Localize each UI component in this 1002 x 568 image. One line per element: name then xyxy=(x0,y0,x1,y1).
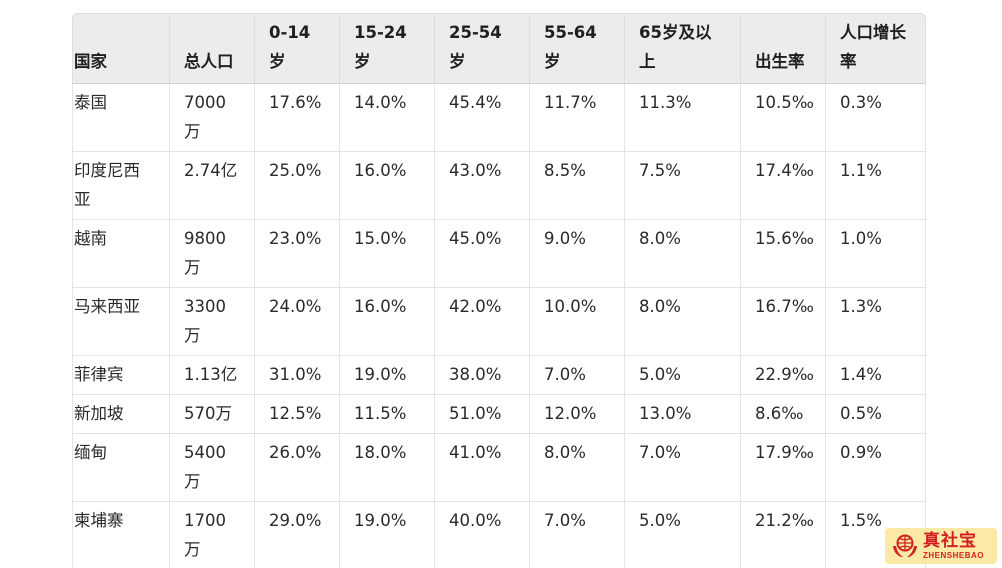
cell-age-65-plus: 8.0% xyxy=(625,220,741,288)
cell-age-0-14: 17.6% xyxy=(255,84,340,152)
cell-growth-rate: 1.4% xyxy=(826,356,926,395)
cell-age-15-24: 18.0% xyxy=(340,434,435,502)
globe-hands-logo-icon xyxy=(893,534,917,557)
cell-growth-rate: 1.0% xyxy=(826,220,926,288)
cell-age-15-24: 16.0% xyxy=(340,288,435,356)
table-row: 柬埔寨 1700万 29.0% 19.0% 40.0% 7.0% 5.0% 21… xyxy=(72,502,926,568)
cell-birth-rate: 21.2‰ xyxy=(741,502,826,568)
cell-total-population: 1.13亿 xyxy=(170,356,255,395)
cell-age-25-54: 42.0% xyxy=(435,288,530,356)
watermark-text: 真社宝 ZHENSHEBAO xyxy=(923,530,985,560)
cell-birth-rate: 17.4‰ xyxy=(741,152,826,220)
cell-age-65-plus: 7.5% xyxy=(625,152,741,220)
cell-country: 柬埔寨 xyxy=(72,502,170,568)
cell-age-55-64: 10.0% xyxy=(530,288,625,356)
cell-total-population: 5400万 xyxy=(170,434,255,502)
cell-birth-rate: 15.6‰ xyxy=(741,220,826,288)
header-cell-birth-rate: 出生率 xyxy=(741,13,826,84)
cell-age-25-54: 45.0% xyxy=(435,220,530,288)
cell-age-65-plus: 13.0% xyxy=(625,395,741,434)
cell-age-25-54: 43.0% xyxy=(435,152,530,220)
header-row: 国家 总人口 0-14岁 15-24岁 25-54岁 55-64岁 65岁及以上… xyxy=(72,13,926,84)
cell-age-0-14: 24.0% xyxy=(255,288,340,356)
header-cell-growth-rate: 人口增长率 xyxy=(826,13,926,84)
cell-total-population: 3300万 xyxy=(170,288,255,356)
cell-country: 新加坡 xyxy=(72,395,170,434)
cell-growth-rate: 0.9% xyxy=(826,434,926,502)
header-cell-total-population: 总人口 xyxy=(170,13,255,84)
cell-age-55-64: 8.0% xyxy=(530,434,625,502)
cell-age-65-plus: 5.0% xyxy=(625,356,741,395)
cell-total-population: 2.74亿 xyxy=(170,152,255,220)
header-cell-age-55-64: 55-64岁 xyxy=(530,13,625,84)
cell-growth-rate: 0.3% xyxy=(826,84,926,152)
cell-total-population: 7000万 xyxy=(170,84,255,152)
cell-age-55-64: 9.0% xyxy=(530,220,625,288)
cell-age-0-14: 23.0% xyxy=(255,220,340,288)
cell-age-25-54: 41.0% xyxy=(435,434,530,502)
cell-total-population: 570万 xyxy=(170,395,255,434)
table-row: 菲律宾 1.13亿 31.0% 19.0% 38.0% 7.0% 5.0% 22… xyxy=(72,356,926,395)
cell-growth-rate: 0.5% xyxy=(826,395,926,434)
header-cell-age-0-14: 0-14岁 xyxy=(255,13,340,84)
cell-birth-rate: 16.7‰ xyxy=(741,288,826,356)
cell-country: 马来西亚 xyxy=(72,288,170,356)
cell-age-25-54: 40.0% xyxy=(435,502,530,568)
cell-age-25-54: 45.4% xyxy=(435,84,530,152)
table-row: 越南 9800万 23.0% 15.0% 45.0% 9.0% 8.0% 15.… xyxy=(72,220,926,288)
table-row: 缅甸 5400万 26.0% 18.0% 41.0% 8.0% 7.0% 17.… xyxy=(72,434,926,502)
cell-age-0-14: 26.0% xyxy=(255,434,340,502)
cell-total-population: 1700万 xyxy=(170,502,255,568)
watermark-name-cn: 真社宝 xyxy=(923,530,977,551)
cell-age-65-plus: 11.3% xyxy=(625,84,741,152)
cell-country: 印度尼西亚 xyxy=(72,152,170,220)
cell-age-15-24: 14.0% xyxy=(340,84,435,152)
cell-birth-rate: 22.9‰ xyxy=(741,356,826,395)
table-header: 国家 总人口 0-14岁 15-24岁 25-54岁 55-64岁 65岁及以上… xyxy=(72,13,926,84)
cell-age-25-54: 38.0% xyxy=(435,356,530,395)
cell-age-0-14: 29.0% xyxy=(255,502,340,568)
cell-country: 泰国 xyxy=(72,84,170,152)
cell-age-15-24: 19.0% xyxy=(340,502,435,568)
cell-country: 缅甸 xyxy=(72,434,170,502)
header-cell-country: 国家 xyxy=(72,13,170,84)
cell-birth-rate: 10.5‰ xyxy=(741,84,826,152)
cell-age-55-64: 7.0% xyxy=(530,356,625,395)
cell-total-population: 9800万 xyxy=(170,220,255,288)
watermark-badge: 真社宝 ZHENSHEBAO xyxy=(885,528,997,564)
cell-age-0-14: 12.5% xyxy=(255,395,340,434)
watermark-name-en: ZHENSHEBAO xyxy=(923,550,985,560)
cell-age-15-24: 15.0% xyxy=(340,220,435,288)
cell-age-55-64: 7.0% xyxy=(530,502,625,568)
cell-age-55-64: 8.5% xyxy=(530,152,625,220)
cell-birth-rate: 8.6‰ xyxy=(741,395,826,434)
cell-age-15-24: 16.0% xyxy=(340,152,435,220)
cell-birth-rate: 17.9‰ xyxy=(741,434,826,502)
header-cell-age-65-plus: 65岁及以上 xyxy=(625,13,741,84)
table-row: 马来西亚 3300万 24.0% 16.0% 42.0% 10.0% 8.0% … xyxy=(72,288,926,356)
table-body: 泰国 7000万 17.6% 14.0% 45.4% 11.7% 11.3% 1… xyxy=(72,84,926,568)
cell-age-65-plus: 5.0% xyxy=(625,502,741,568)
cell-age-65-plus: 7.0% xyxy=(625,434,741,502)
header-cell-age-25-54: 25-54岁 xyxy=(435,13,530,84)
cell-country: 菲律宾 xyxy=(72,356,170,395)
table-row: 新加坡 570万 12.5% 11.5% 51.0% 12.0% 13.0% 8… xyxy=(72,395,926,434)
population-table: 国家 总人口 0-14岁 15-24岁 25-54岁 55-64岁 65岁及以上… xyxy=(72,13,926,568)
cell-age-55-64: 11.7% xyxy=(530,84,625,152)
header-cell-age-15-24: 15-24岁 xyxy=(340,13,435,84)
cell-age-0-14: 25.0% xyxy=(255,152,340,220)
cell-age-15-24: 19.0% xyxy=(340,356,435,395)
cell-age-55-64: 12.0% xyxy=(530,395,625,434)
cell-age-25-54: 51.0% xyxy=(435,395,530,434)
table-row: 印度尼西亚 2.74亿 25.0% 16.0% 43.0% 8.5% 7.5% … xyxy=(72,152,926,220)
cell-age-65-plus: 8.0% xyxy=(625,288,741,356)
cell-country: 越南 xyxy=(72,220,170,288)
table-row: 泰国 7000万 17.6% 14.0% 45.4% 11.7% 11.3% 1… xyxy=(72,84,926,152)
cell-age-15-24: 11.5% xyxy=(340,395,435,434)
cell-growth-rate: 1.3% xyxy=(826,288,926,356)
cell-age-0-14: 31.0% xyxy=(255,356,340,395)
cell-growth-rate: 1.1% xyxy=(826,152,926,220)
